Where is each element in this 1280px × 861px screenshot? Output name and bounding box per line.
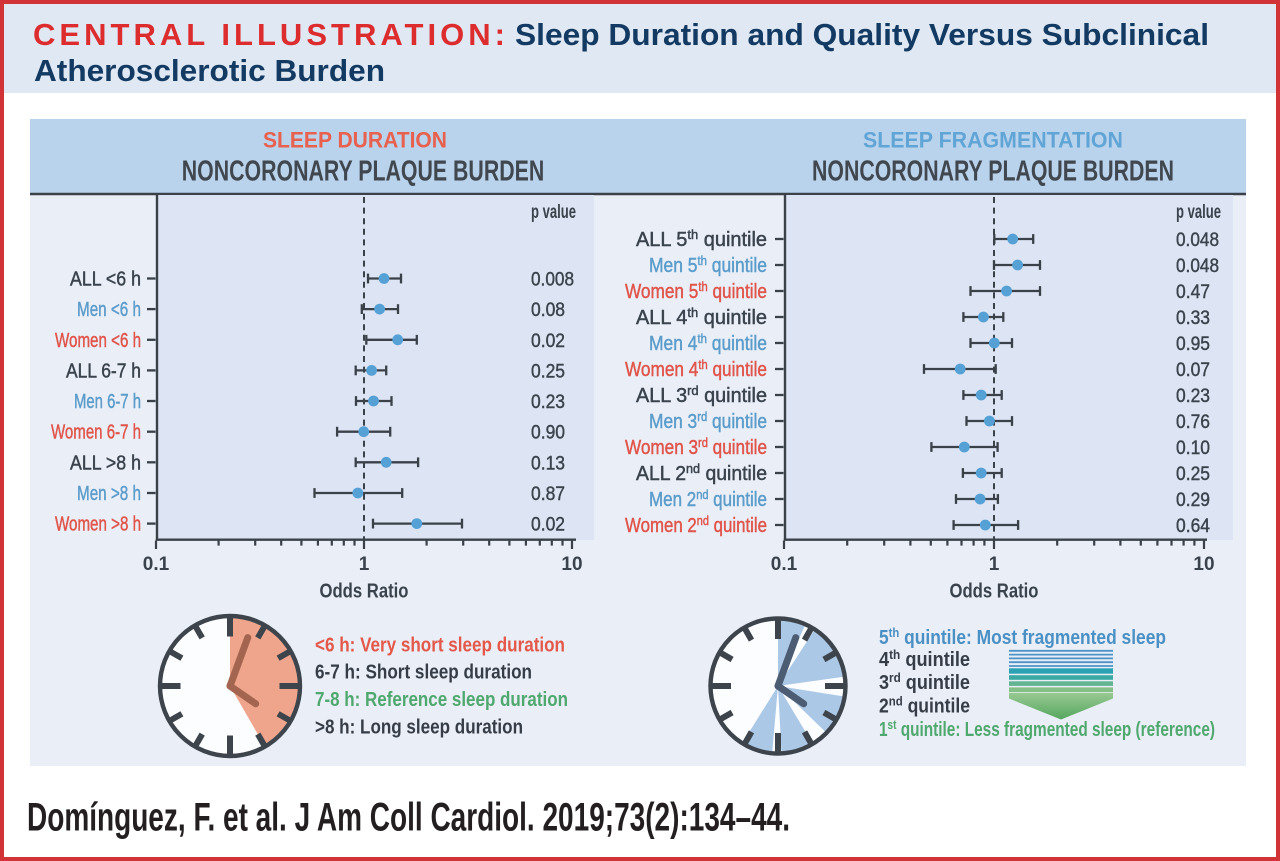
svg-text:0.25: 0.25 (531, 361, 565, 382)
svg-text:0.08: 0.08 (531, 300, 565, 321)
svg-text:0.90: 0.90 (531, 423, 565, 444)
svg-text:0.76: 0.76 (1176, 412, 1210, 433)
svg-text:0.02: 0.02 (531, 515, 565, 536)
svg-text:6-7 h: Short sleep duration: 6-7 h: Short sleep duration (315, 662, 532, 684)
svg-text:Women 6-7 h: Women 6-7 h (51, 422, 141, 444)
svg-text:0.048: 0.048 (1176, 230, 1219, 251)
svg-text:Women <6 h: Women <6 h (55, 330, 141, 352)
svg-text:0.048: 0.048 (1176, 256, 1219, 277)
svg-text:0.33: 0.33 (1176, 308, 1210, 329)
svg-text:ALL 3rd quintile: ALL 3rd quintile (636, 383, 767, 407)
svg-text:Men 4th quintile: Men 4th quintile (649, 331, 767, 355)
svg-text:ALL 6-7 h: ALL 6-7 h (66, 360, 141, 382)
svg-text:0.47: 0.47 (1176, 282, 1210, 303)
svg-text:Men 2nd quintile: Men 2nd quintile (649, 487, 767, 511)
svg-text:1: 1 (989, 554, 1000, 575)
svg-text:ALL 2nd quintile: ALL 2nd quintile (636, 461, 767, 485)
svg-text:0.1: 0.1 (771, 554, 798, 575)
svg-text:Women 3rd quintile: Women 3rd quintile (625, 435, 767, 459)
svg-text:Women 5th quintile: Women 5th quintile (625, 279, 767, 303)
svg-text:ALL <6 h: ALL <6 h (70, 269, 141, 291)
svg-text:0.87: 0.87 (531, 484, 565, 505)
svg-text:NONCORONARY PLAQUE BURDEN: NONCORONARY PLAQUE BURDEN (812, 156, 1174, 188)
svg-text:10: 10 (561, 554, 582, 575)
svg-text:SLEEP DURATION: SLEEP DURATION (263, 128, 447, 153)
svg-text:0.95: 0.95 (1176, 334, 1210, 355)
svg-text:Men >8 h: Men >8 h (77, 483, 141, 505)
svg-text:CENTRAL ILLUSTRATION:: CENTRAL ILLUSTRATION: (33, 17, 505, 52)
svg-text:>8 h: Long sleep duration: >8 h: Long sleep duration (315, 716, 523, 738)
svg-text:Men 5th quintile: Men 5th quintile (649, 253, 767, 277)
svg-text:0.02: 0.02 (531, 331, 565, 352)
svg-text:ALL 5th quintile: ALL 5th quintile (636, 227, 767, 251)
svg-text:0.23: 0.23 (1176, 386, 1210, 407)
svg-text:NONCORONARY PLAQUE BURDEN: NONCORONARY PLAQUE BURDEN (182, 156, 545, 188)
svg-text:1: 1 (359, 554, 370, 575)
svg-text:Atherosclerotic Burden: Atherosclerotic Burden (34, 53, 385, 88)
svg-text:p value: p value (1176, 202, 1221, 223)
svg-text:Odds Ratio: Odds Ratio (950, 581, 1039, 603)
svg-text:4th quintile: 4th quintile (879, 647, 970, 671)
svg-text:<6 h: Very short sleep duratio: <6 h: Very short sleep duration (315, 634, 565, 656)
svg-text:0.64: 0.64 (1176, 516, 1210, 537)
svg-text:7-8 h: Reference sleep duratio: 7-8 h: Reference sleep duration (315, 689, 568, 711)
svg-text:0.07: 0.07 (1176, 360, 1210, 381)
svg-text:0.10: 0.10 (1176, 438, 1210, 459)
svg-text:Men <6 h: Men <6 h (77, 299, 141, 321)
svg-text:Men 6-7 h: Men 6-7 h (74, 391, 141, 413)
svg-text:Women 4th quintile: Women 4th quintile (625, 357, 767, 381)
svg-text:10: 10 (1193, 554, 1214, 575)
svg-text:Sleep Duration and Quality Ver: Sleep Duration and Quality Versus Subcli… (515, 17, 1209, 52)
svg-text:5th quintile: Most fragmented: 5th quintile: Most fragmented sleep (879, 625, 1166, 649)
svg-text:0.13: 0.13 (531, 453, 565, 474)
svg-text:SLEEP FRAGMENTATION: SLEEP FRAGMENTATION (863, 128, 1123, 153)
svg-text:ALL 4th quintile: ALL 4th quintile (636, 305, 767, 329)
svg-text:Odds Ratio: Odds Ratio (320, 581, 409, 603)
svg-text:p value: p value (531, 202, 576, 223)
svg-text:0.25: 0.25 (1176, 464, 1210, 485)
svg-text:0.23: 0.23 (531, 392, 565, 413)
svg-text:Men 3rd quintile: Men 3rd quintile (649, 409, 767, 433)
svg-text:Women 2nd quintile: Women 2nd quintile (625, 513, 767, 537)
svg-text:Women >8 h: Women >8 h (55, 514, 141, 536)
svg-text:ALL >8 h: ALL >8 h (70, 452, 141, 474)
svg-text:1st quintile: Less fragmented: 1st quintile: Less fragmented sleep (ref… (879, 717, 1215, 741)
svg-text:Domínguez, F. et al. J Am Coll: Domínguez, F. et al. J Am Coll Cardiol. … (27, 796, 790, 840)
svg-text:0.1: 0.1 (143, 554, 170, 575)
svg-text:0.29: 0.29 (1176, 490, 1210, 511)
svg-text:0.008: 0.008 (531, 270, 574, 291)
